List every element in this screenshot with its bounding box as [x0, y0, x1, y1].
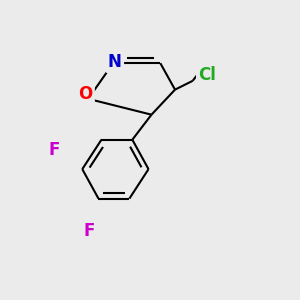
- Text: N: N: [108, 53, 122, 71]
- Text: Cl: Cl: [199, 66, 216, 84]
- Text: F: F: [84, 222, 95, 240]
- Text: F: F: [49, 141, 60, 159]
- Text: O: O: [78, 85, 92, 103]
